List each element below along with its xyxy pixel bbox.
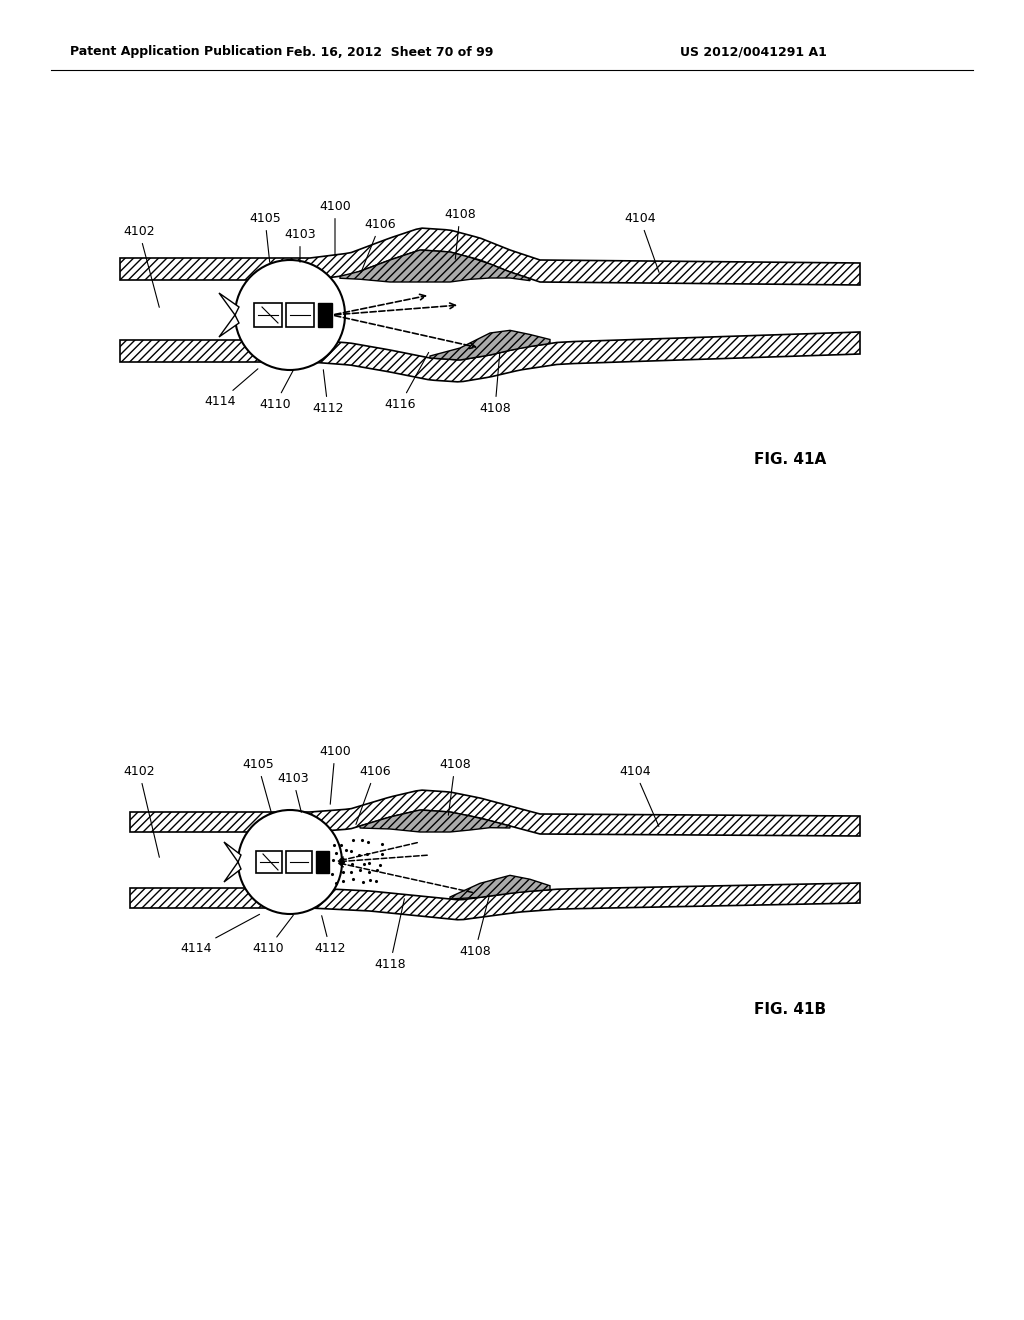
Bar: [318, 304, 332, 327]
Polygon shape: [130, 791, 860, 836]
Bar: [286, 304, 314, 327]
Circle shape: [234, 260, 345, 370]
Text: 4118: 4118: [374, 899, 406, 972]
Polygon shape: [224, 842, 241, 862]
Polygon shape: [120, 333, 860, 381]
Text: 4105: 4105: [249, 213, 281, 263]
Text: 4100: 4100: [319, 744, 351, 804]
Text: 4103: 4103: [278, 772, 309, 812]
Text: 4104: 4104: [625, 213, 659, 272]
Polygon shape: [450, 875, 550, 899]
Bar: [254, 304, 282, 327]
Polygon shape: [360, 810, 510, 832]
Text: 4112: 4112: [312, 370, 344, 414]
Text: 4108: 4108: [479, 352, 511, 414]
Text: 4110: 4110: [252, 915, 293, 954]
Polygon shape: [224, 862, 241, 882]
Circle shape: [238, 810, 342, 913]
Bar: [256, 851, 282, 873]
Polygon shape: [219, 293, 239, 315]
Text: 4108: 4108: [439, 758, 471, 816]
Text: Patent Application Publication: Patent Application Publication: [70, 45, 283, 58]
Polygon shape: [219, 315, 239, 337]
Text: 4105: 4105: [242, 758, 273, 812]
Text: 4110: 4110: [259, 370, 294, 411]
Text: 4106: 4106: [361, 218, 396, 272]
Text: 4100: 4100: [319, 201, 351, 255]
Text: US 2012/0041291 A1: US 2012/0041291 A1: [680, 45, 826, 58]
Polygon shape: [430, 330, 550, 360]
Text: 4116: 4116: [384, 352, 429, 411]
Text: 4106: 4106: [356, 766, 391, 825]
Bar: [316, 851, 329, 873]
Text: 4103: 4103: [285, 228, 315, 263]
Text: 4114: 4114: [204, 368, 258, 408]
Text: 4108: 4108: [444, 209, 476, 259]
Polygon shape: [130, 883, 860, 920]
Text: 4102: 4102: [123, 766, 160, 857]
Text: 4102: 4102: [123, 224, 160, 308]
Text: 4114: 4114: [180, 915, 259, 954]
Text: FIG. 41B: FIG. 41B: [754, 1002, 826, 1018]
Text: 4112: 4112: [314, 916, 346, 954]
Text: 4104: 4104: [620, 766, 658, 826]
Text: FIG. 41A: FIG. 41A: [754, 453, 826, 467]
Polygon shape: [120, 228, 860, 285]
Text: 4108: 4108: [459, 896, 490, 958]
Text: Feb. 16, 2012  Sheet 70 of 99: Feb. 16, 2012 Sheet 70 of 99: [287, 45, 494, 58]
Polygon shape: [340, 249, 530, 282]
Bar: [286, 851, 312, 873]
